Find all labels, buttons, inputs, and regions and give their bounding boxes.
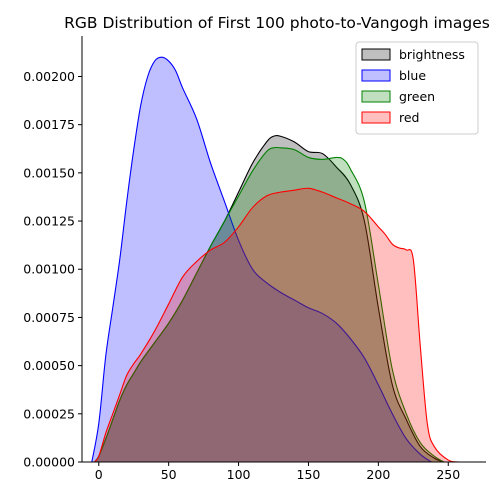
legend: brightness blue green red — [355, 41, 479, 135]
y-tick-label: 0.00075 — [23, 310, 75, 325]
legend-label-green: green — [399, 89, 435, 104]
ticks: 0 50 100 150 200 250 0.00000 0.00025 0.00050 0.00… — [23, 69, 460, 482]
legend-label-blue: blue — [399, 68, 426, 83]
plot-areas — [91, 56, 460, 463]
y-tick-label: 0.00175 — [23, 117, 75, 132]
area-fill-brightness — [94, 135, 445, 462]
legend-frame — [355, 41, 479, 135]
area-fill-green — [94, 147, 445, 463]
x-tick-label: 50 — [161, 467, 177, 482]
y-tick-label: 0.00025 — [23, 406, 75, 421]
legend-label-brightness: brightness — [399, 47, 465, 62]
area-line-red — [94, 187, 460, 463]
y-tick-label: 0.00200 — [23, 69, 75, 84]
x-tick-label: 150 — [297, 467, 321, 482]
legend-swatch-blue — [361, 69, 391, 82]
x-tick-label: 250 — [436, 467, 460, 482]
y-tick-label: 0.00100 — [23, 262, 75, 277]
axes — [81, 36, 486, 463]
y-tick-label: 0.00000 — [23, 455, 75, 470]
legend-swatch-red — [361, 111, 391, 124]
area-line-green — [94, 146, 445, 463]
y-tick-label: 0.00050 — [23, 358, 75, 373]
legend-swatch-green — [361, 90, 391, 103]
legend-swatch-brightness — [361, 48, 391, 61]
x-tick-label: 100 — [227, 467, 251, 482]
y-tick-label: 0.00125 — [23, 214, 75, 229]
area-line-blue — [91, 56, 432, 463]
x-tick-label: 200 — [366, 467, 390, 482]
legend-label-red: red — [399, 110, 420, 125]
x-tick-label: 0 — [95, 467, 103, 482]
area-fill-blue — [91, 57, 432, 462]
chart-title: RGB Distribution of First 100 photo-to-V… — [64, 14, 490, 32]
area-fill-red — [94, 188, 460, 462]
y-tick-label: 0.00150 — [23, 165, 75, 180]
